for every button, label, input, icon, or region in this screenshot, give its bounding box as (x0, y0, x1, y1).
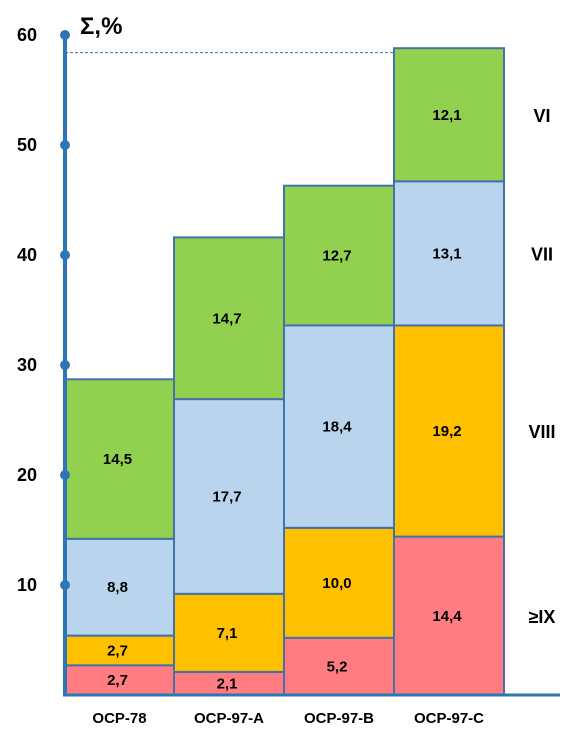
bars-layer (64, 47, 505, 697)
value-label-2-3: 10,0 (322, 575, 351, 592)
bar-segment-1-3 (283, 636, 395, 696)
y-tick-marker-40 (60, 250, 70, 260)
value-label-1-1: 2,7 (107, 672, 128, 689)
value-label-4-3: 12,7 (322, 248, 351, 265)
value-label-2-1: 2,7 (107, 642, 128, 659)
bar-segment-2-3 (283, 526, 395, 639)
bar-segment-4-3 (283, 184, 395, 327)
series-label-1: ≥IX (529, 607, 556, 627)
value-label-4-2: 14,7 (212, 310, 241, 327)
category-label-4: OCP-97-C (414, 710, 484, 727)
value-label-1-4: 14,4 (432, 608, 462, 625)
y-tick-label-10: 10 (17, 575, 37, 595)
value-label-3-1: 8,8 (107, 579, 128, 596)
y-tick-marker-60 (60, 30, 70, 40)
y-tick-marker-20 (60, 470, 70, 480)
bar-segment-2-4 (393, 324, 505, 538)
y-axis (60, 30, 560, 697)
value-label-3-3: 18,4 (322, 419, 352, 436)
value-label-2-2: 7,1 (217, 625, 238, 642)
value-label-3-4: 13,1 (432, 245, 461, 262)
category-label-3: OCP-97-B (304, 710, 374, 727)
category-label-2: OCP-97-A (194, 710, 264, 727)
bar-segment-4-2 (173, 236, 285, 401)
series-label-3: VII (531, 244, 553, 264)
value-label-1-2: 2,1 (217, 675, 238, 692)
value-label-3-2: 17,7 (212, 488, 241, 505)
category-label-1: OCP-78 (92, 710, 146, 727)
y-tick-label-40: 40 (17, 245, 37, 265)
series-label-2: VIII (528, 422, 555, 442)
value-label-2-4: 19,2 (432, 423, 461, 440)
y-tick-label-30: 30 (17, 355, 37, 375)
y-tick-label-60: 60 (17, 25, 37, 45)
labels-layer: 2,7 2,7 8,8 14,5 OCP-78 2,1 7,1 17,7 14,7 OCP-97-… (17, 25, 556, 727)
y-tick-marker-50 (60, 140, 70, 150)
bar-segment-3-2 (173, 398, 285, 595)
y-tick-label-20: 20 (17, 465, 37, 485)
series-label-4: VI (533, 106, 550, 126)
bar-segment-1-4 (393, 535, 505, 696)
bar-segment-2-2 (173, 592, 285, 673)
y-tick-marker-30 (60, 360, 70, 370)
bar-segment-3-4 (393, 180, 505, 327)
value-label-4-4: 12,1 (432, 107, 461, 124)
value-label-1-3: 5,2 (327, 658, 348, 675)
y-tick-marker-10 (60, 580, 70, 590)
bar-segment-4-4 (393, 47, 505, 183)
value-label-4-1: 14,5 (103, 451, 132, 468)
bar-segment-2-1 (64, 634, 175, 667)
y-tick-label-50: 50 (17, 135, 37, 155)
y-axis-title: Σ,% (80, 13, 122, 40)
bar-segment-4-1 (64, 378, 175, 540)
